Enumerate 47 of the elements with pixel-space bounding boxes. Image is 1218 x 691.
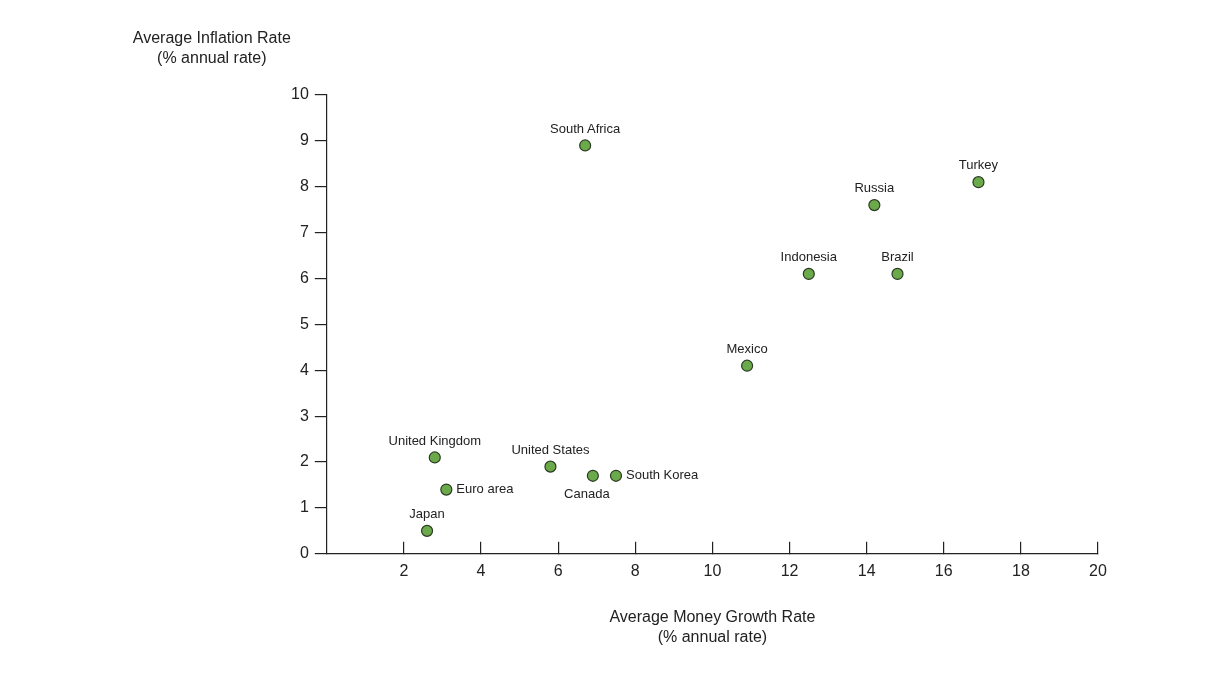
- x-tick-label: 16: [934, 561, 953, 579]
- x-tick-label: 4: [476, 561, 486, 579]
- annotation: South Africa: [550, 120, 621, 136]
- annotation: Euro area: [456, 481, 515, 497]
- y-tick-label: 8: [299, 177, 309, 195]
- x-tick-label: 10: [703, 561, 722, 579]
- x-tick-label: 14: [857, 561, 876, 579]
- point: [868, 199, 881, 212]
- annotation: Canada: [564, 485, 611, 501]
- point: [440, 483, 453, 496]
- point: [609, 469, 623, 482]
- x-tick-label: 6: [553, 561, 563, 579]
- point: [891, 267, 904, 281]
- y-tick-label: 5: [299, 314, 309, 332]
- y-tick-label: 3: [299, 406, 309, 424]
- y-tick-label: 7: [299, 223, 309, 241]
- annotation: United Kingdom: [388, 432, 482, 448]
- point: [741, 359, 754, 372]
- annotation: Brazil: [881, 249, 914, 265]
- x-tick-label: 2: [399, 561, 409, 579]
- annotation: Mexico: [726, 340, 768, 356]
- x-tick-label: 18: [1011, 561, 1030, 579]
- point: [972, 176, 985, 189]
- annotation: Japan: [409, 505, 445, 521]
- annotation: United States: [511, 441, 590, 457]
- x-tick-label: 8: [630, 561, 640, 579]
- x-axis-title: Average Money Growth Rate (% annual rate): [609, 608, 816, 646]
- point: [586, 469, 599, 482]
- y-tick-label: 6: [299, 268, 309, 286]
- y-tick-label: 9: [299, 131, 309, 149]
- annotation: Turkey: [958, 157, 999, 173]
- x-tick-label: 20: [1089, 561, 1107, 579]
- y-tick-label: 0: [299, 544, 309, 562]
- y-tick-label: 2: [299, 452, 309, 470]
- y-tick-label: 4: [299, 360, 309, 378]
- point: [802, 267, 815, 281]
- y-tick-label: 10: [291, 85, 309, 103]
- point: [544, 460, 557, 473]
- point: [428, 451, 441, 464]
- y-axis-title: Average Inflation Rate (% annual rate): [132, 29, 291, 67]
- point: [420, 524, 434, 537]
- annotation: Russia: [854, 180, 895, 196]
- point: [579, 139, 592, 152]
- y-tick-label: 1: [299, 498, 309, 516]
- x-tick-label: 12: [780, 561, 799, 579]
- annotation: Indonesia: [780, 249, 838, 265]
- annotation: South Korea: [626, 467, 700, 483]
